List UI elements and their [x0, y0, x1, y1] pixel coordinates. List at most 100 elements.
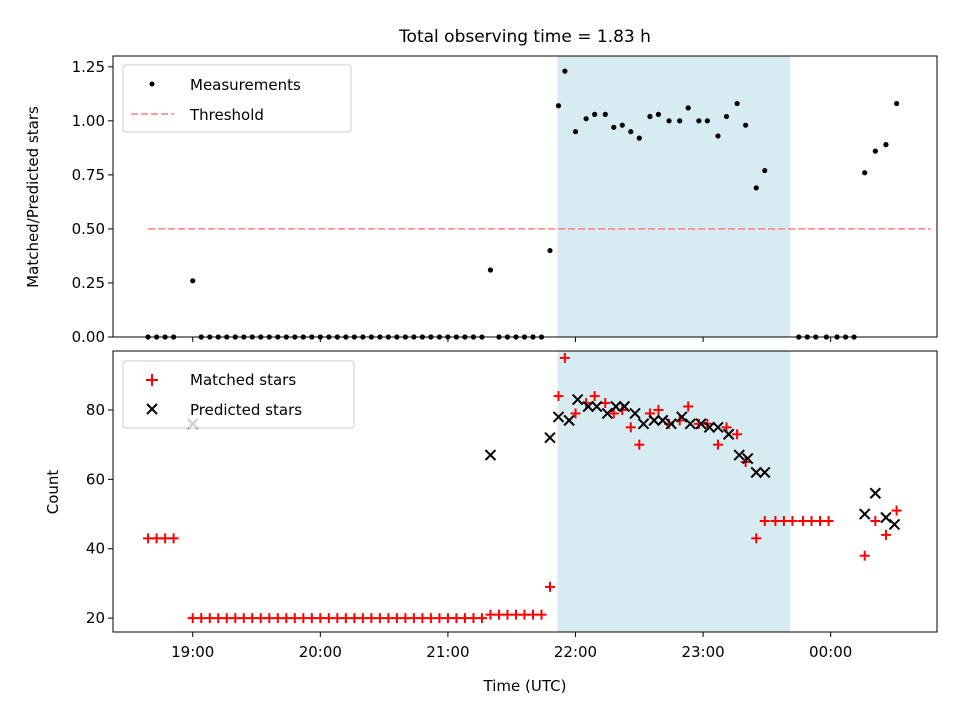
- top-observing-window: [557, 56, 791, 337]
- matched-star-point: [778, 515, 789, 526]
- predicted-star-point: [722, 428, 735, 440]
- matched-star-point: [289, 613, 300, 624]
- measurement-point: [883, 142, 889, 148]
- measurement-point: [555, 103, 562, 109]
- matched-star-point: [536, 609, 547, 620]
- matched-star-point: [798, 515, 809, 526]
- matched-star-point: [476, 613, 487, 624]
- predicted-star-point: [684, 418, 697, 430]
- y-tick-label: 1.25: [72, 58, 105, 76]
- legend-dot-marker: [149, 81, 155, 87]
- measurement-point: [762, 167, 768, 174]
- matched-star-point: [366, 613, 377, 624]
- x-tick-label: 20:00: [299, 643, 342, 661]
- bottom-y-axis-label: Count: [44, 470, 62, 515]
- chart-title: Total observing time = 1.83 h: [398, 27, 651, 47]
- matched-star-point: [806, 515, 817, 526]
- legend-label-matched-stars: Matched stars: [190, 371, 296, 389]
- matched-star-point: [732, 429, 743, 440]
- matched-star-point: [332, 613, 343, 624]
- predicted-star-point: [582, 400, 594, 413]
- matched-star-point: [451, 613, 462, 624]
- matched-star-point: [281, 613, 292, 624]
- matched-star-point: [880, 529, 891, 540]
- matched-star-point: [298, 613, 309, 624]
- bottom-x-axis-ticks: 19:00 20:00 21:00 22:00 23:00 00:00: [171, 632, 852, 661]
- bottom-y-axis-ticks: 20 40 60 80: [86, 401, 113, 627]
- predicted-star-point: [656, 414, 669, 427]
- matched-star-point: [823, 515, 834, 526]
- predicted-star-point: [618, 400, 631, 413]
- predicted-star-point: [544, 432, 556, 444]
- predicted-star-point: [637, 418, 650, 430]
- measurement-point: [743, 122, 749, 128]
- matched-star-point: [264, 613, 275, 624]
- predicted-star-point: [610, 400, 622, 413]
- measurement-point: [619, 122, 625, 128]
- matched-star-point: [787, 515, 798, 526]
- matched-star-point: [510, 609, 521, 620]
- x-tick-label: 23:00: [681, 643, 724, 661]
- matched-star-point: [168, 533, 179, 544]
- measurement-point: [723, 113, 730, 120]
- legend-label-predicted-stars: Predicted stars: [190, 401, 302, 419]
- measurement-point: [190, 278, 196, 284]
- measurement-point: [862, 170, 868, 176]
- bottom-observing-window: [557, 351, 791, 632]
- predicted-star-point: [759, 466, 771, 479]
- x-tick-label: 00:00: [809, 643, 852, 661]
- measurement-point: [602, 111, 608, 117]
- legend-x-marker: [146, 403, 158, 415]
- matched-star-point: [221, 613, 232, 624]
- matched-star-point: [570, 408, 581, 419]
- matched-star-point: [408, 613, 419, 624]
- measurement-point: [547, 247, 553, 254]
- measurement-point: [666, 118, 672, 124]
- matched-star-point: [230, 613, 241, 624]
- x-tick-label: 22:00: [554, 643, 597, 661]
- matched-star-point: [434, 613, 445, 624]
- top-y-axis-ticks: 0.00 0.25 0.50 0.75 1.00 1.25: [72, 58, 113, 346]
- matched-star-point: [323, 613, 334, 624]
- legend-plus-marker: [146, 374, 158, 386]
- matched-star-point: [502, 609, 513, 620]
- predicted-star-point: [601, 407, 614, 420]
- measurement-point: [487, 267, 494, 273]
- matched-star-point: [340, 613, 351, 624]
- matched-star-point: [391, 613, 402, 624]
- matched-star-point: [143, 533, 154, 544]
- matched-star-point: [272, 613, 283, 624]
- measurement-point: [636, 135, 642, 141]
- measurement-point: [715, 133, 721, 139]
- measurement-point: [583, 116, 589, 122]
- matched-star-point: [485, 609, 496, 620]
- measurement-point: [572, 129, 579, 135]
- matched-star-point: [315, 613, 326, 624]
- y-tick-label: 1.00: [72, 112, 105, 130]
- measurement-point: [753, 185, 759, 191]
- matched-star-point: [357, 613, 368, 624]
- matched-star-point: [425, 613, 436, 624]
- matched-star-point: [374, 613, 385, 624]
- matched-star-point: [519, 609, 530, 620]
- matched-star-point: [213, 613, 224, 624]
- matched-star-point: [759, 515, 770, 526]
- predicted-star-point: [695, 418, 707, 430]
- matched-star-point: [442, 613, 453, 624]
- y-tick-label: 80: [86, 401, 105, 419]
- measurement-point: [647, 113, 653, 120]
- matched-star-point: [151, 533, 162, 544]
- x-axis-label: Time (UTC): [483, 677, 567, 695]
- measurement-point: [611, 124, 617, 130]
- matched-star-point: [493, 609, 504, 620]
- matched-star-point: [400, 613, 411, 624]
- measurement-point: [696, 118, 702, 124]
- matched-star-point: [600, 398, 611, 409]
- predicted-star-point: [665, 418, 677, 430]
- matched-star-point: [859, 550, 870, 561]
- predicted-star-point: [880, 511, 892, 524]
- legend-label-threshold: Threshold: [189, 106, 264, 124]
- measurement-point: [655, 111, 662, 117]
- matched-star-point: [751, 533, 762, 544]
- predicted-star-point: [869, 487, 882, 499]
